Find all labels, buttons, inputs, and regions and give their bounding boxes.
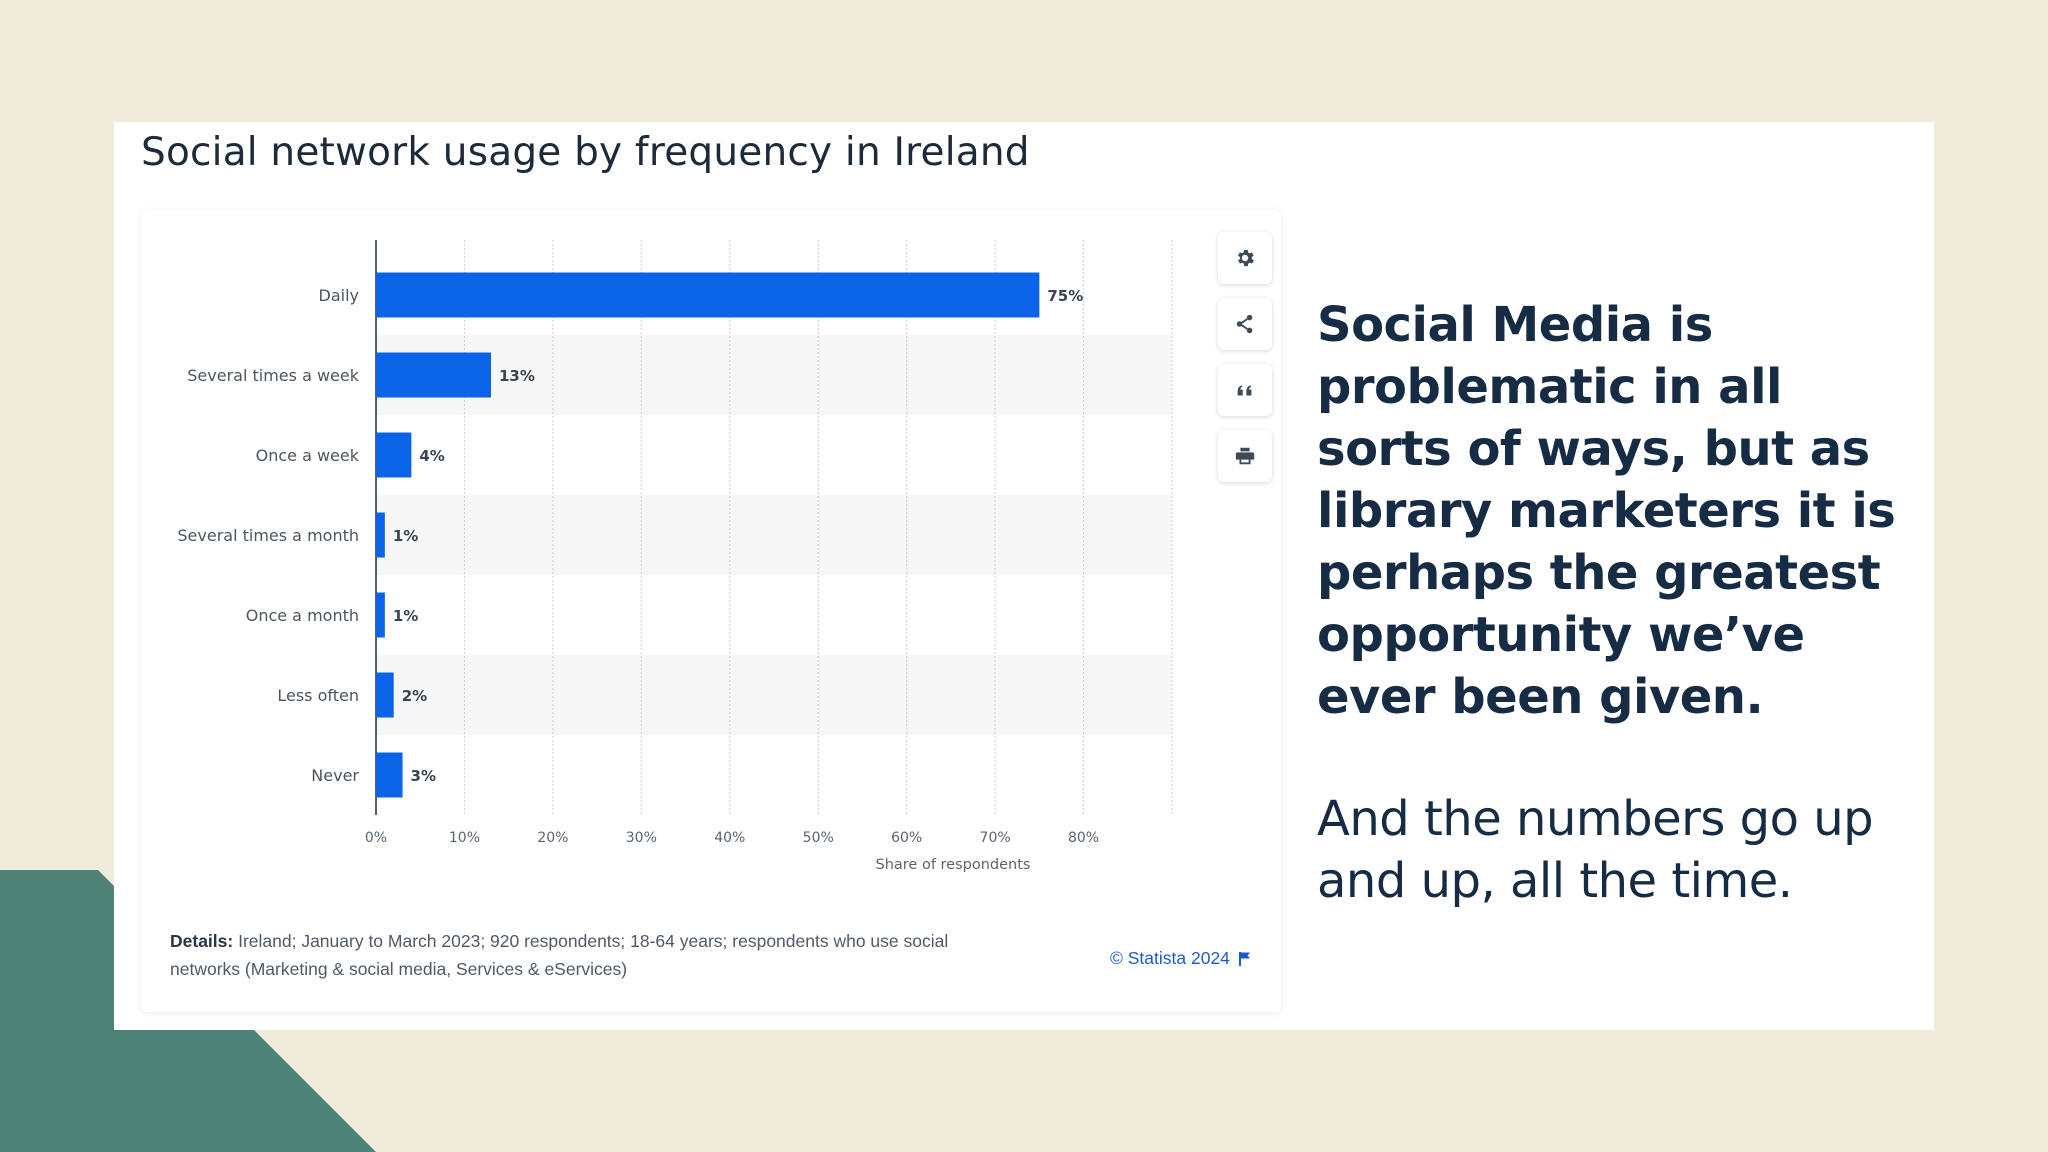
category-label: Once a month	[246, 606, 359, 625]
share-button[interactable]	[1218, 298, 1272, 350]
bar	[376, 352, 491, 398]
source-text: © Statista 2024	[1110, 948, 1230, 968]
data-label: 1%	[393, 527, 418, 545]
x-tick-label: 70%	[980, 830, 1011, 846]
bar	[376, 752, 403, 798]
bar-chart: Daily 75% Several times a week 13% Once a we…	[177, 240, 1173, 873]
slide-subtext: And the numbers go up and up, all the ti…	[1317, 791, 1874, 909]
bar	[376, 592, 385, 638]
print-icon	[1235, 447, 1255, 465]
data-label: 2%	[402, 687, 427, 705]
x-tick-label: 50%	[803, 830, 834, 846]
category-label: Several times a month	[177, 526, 359, 545]
data-label: 4%	[419, 447, 444, 465]
chart-details: Details: Ireland; January to March 2023;…	[170, 927, 950, 983]
x-tick-label: 40%	[714, 830, 745, 846]
quote-icon	[1237, 385, 1252, 396]
x-tick-label: 20%	[537, 830, 568, 846]
x-tick-label: 60%	[891, 830, 922, 846]
cite-button[interactable]	[1218, 364, 1272, 416]
share-icon	[1236, 314, 1253, 334]
data-label: 3%	[411, 767, 436, 785]
bar	[376, 432, 412, 478]
green-accent-shape	[0, 870, 376, 1152]
row-band	[376, 655, 1172, 735]
category-label: Daily	[319, 286, 359, 305]
bar	[376, 512, 385, 558]
x-axis-label: Share of respondents	[876, 857, 1031, 873]
data-label: 13%	[499, 367, 535, 385]
chart-title: Social network usage by frequency in Ire…	[141, 130, 1030, 175]
x-tick-label: 30%	[626, 830, 657, 846]
slide-headline: Social Media is problematic in all sorts…	[1317, 297, 1896, 725]
flag-icon	[1238, 951, 1250, 966]
x-tick-label: 10%	[449, 830, 480, 846]
bar	[376, 272, 1040, 318]
data-label: 1%	[393, 607, 418, 625]
x-tick-label: 80%	[1068, 830, 1099, 846]
statista-credit-link[interactable]: © Statista 2024	[1110, 948, 1252, 969]
bar	[376, 672, 394, 718]
row-band	[376, 335, 1172, 415]
category-label: Several times a week	[187, 366, 359, 385]
details-label: Details:	[170, 931, 234, 951]
row-band	[376, 495, 1172, 575]
gear-icon	[1238, 249, 1254, 267]
details-text: Ireland; January to March 2023; 920 resp…	[170, 931, 949, 979]
settings-button[interactable]	[1218, 232, 1272, 284]
slide-text: Social Media is problematic in all sorts…	[1317, 294, 1929, 912]
category-label: Less often	[277, 686, 359, 705]
x-tick-label: 0%	[365, 830, 387, 846]
print-button[interactable]	[1218, 430, 1272, 482]
category-label: Never	[311, 766, 359, 785]
data-label: 75%	[1047, 287, 1083, 305]
category-label: Once a week	[256, 446, 360, 465]
